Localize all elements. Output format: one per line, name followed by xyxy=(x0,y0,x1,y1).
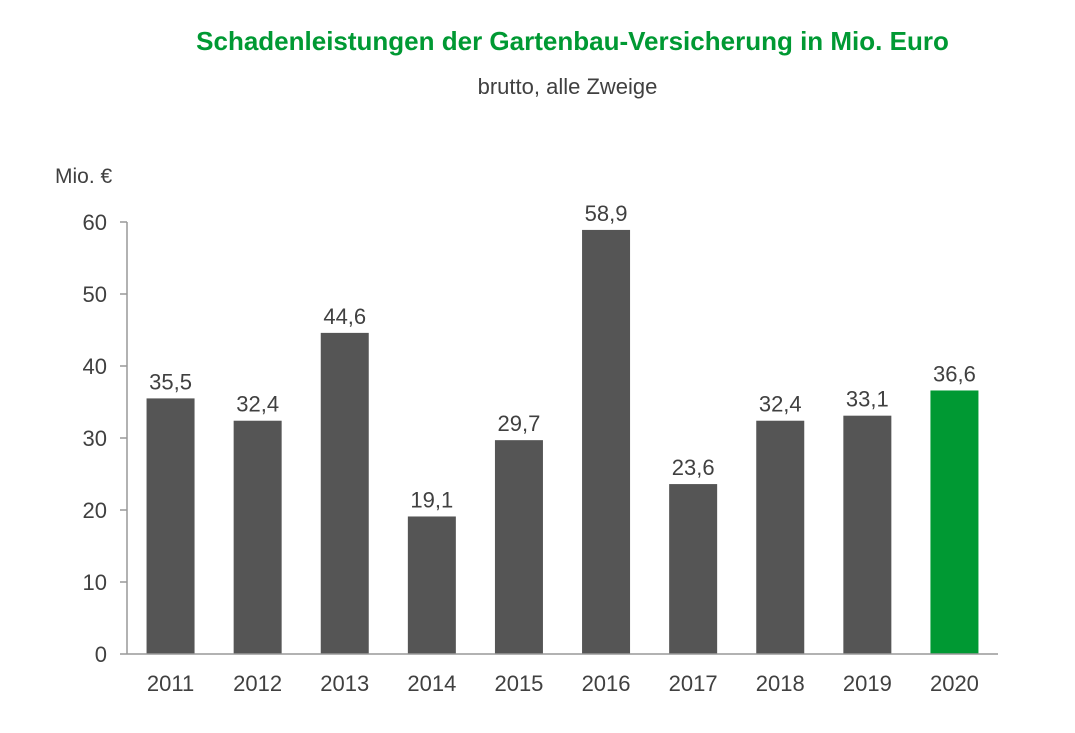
bar-2015 xyxy=(494,440,543,654)
y-tick-label: 40 xyxy=(83,354,107,379)
x-tick-label-2011: 2011 xyxy=(147,671,194,696)
x-tick-label-2016: 2016 xyxy=(582,671,631,696)
data-label-2011: 35,5 xyxy=(149,369,192,394)
x-tick-label-2013: 2013 xyxy=(320,671,369,696)
bar-2012 xyxy=(233,420,282,654)
x-tick-label-2019: 2019 xyxy=(843,671,892,696)
data-label-2014: 19,1 xyxy=(410,487,453,512)
y-tick-label: 10 xyxy=(83,570,107,595)
bar-2016 xyxy=(582,229,631,655)
bars: 35,5 32,4 44,6 19,1 29,7 58,9 23,6 32,4 33,1 36,6 xyxy=(146,201,979,655)
x-tick-label-2014: 2014 xyxy=(407,671,456,696)
data-label-2018: 32,4 xyxy=(759,392,802,417)
y-axis-label: Mio. € xyxy=(55,165,113,188)
x-tick-label-2018: 2018 xyxy=(756,671,805,696)
y-tick-label: 20 xyxy=(83,498,107,523)
data-label-2015: 29,7 xyxy=(498,411,541,436)
y-tick-label: 0 xyxy=(95,642,107,667)
x-tick-label-2015: 2015 xyxy=(494,671,543,696)
x-tick-label-2012: 2012 xyxy=(233,671,282,696)
y-tick-label: 50 xyxy=(83,282,107,307)
data-label-2017: 23,6 xyxy=(672,455,715,480)
bar-2020 xyxy=(930,390,979,654)
data-label-2016: 58,9 xyxy=(585,201,628,226)
data-label-2012: 32,4 xyxy=(236,392,279,417)
x-axis: 2011 2012 2013 2014 2015 2016 2017 2018 2019 2020 xyxy=(127,653,998,696)
bar-2018 xyxy=(756,420,805,654)
data-label-2019: 33,1 xyxy=(846,387,889,412)
data-label-2013: 44,6 xyxy=(323,304,366,329)
y-tick-label: 30 xyxy=(83,426,107,451)
chart-subtitle: brutto, alle Zweige xyxy=(477,74,658,99)
y-tick-label: 60 xyxy=(83,210,107,235)
x-tick-label-2017: 2017 xyxy=(669,671,718,696)
bar-2014 xyxy=(407,516,456,654)
x-tick-label-2020: 2020 xyxy=(930,671,979,696)
data-label-2020: 36,6 xyxy=(933,361,976,386)
bar-2011 xyxy=(146,398,195,654)
bar-2019 xyxy=(843,415,892,654)
chart-title: Schadenleistungen der Gartenbau-Versiche… xyxy=(196,26,949,56)
bar-2013 xyxy=(320,332,369,654)
bar-2017 xyxy=(669,484,718,654)
y-axis: 0 10 20 30 40 50 60 xyxy=(83,210,128,667)
